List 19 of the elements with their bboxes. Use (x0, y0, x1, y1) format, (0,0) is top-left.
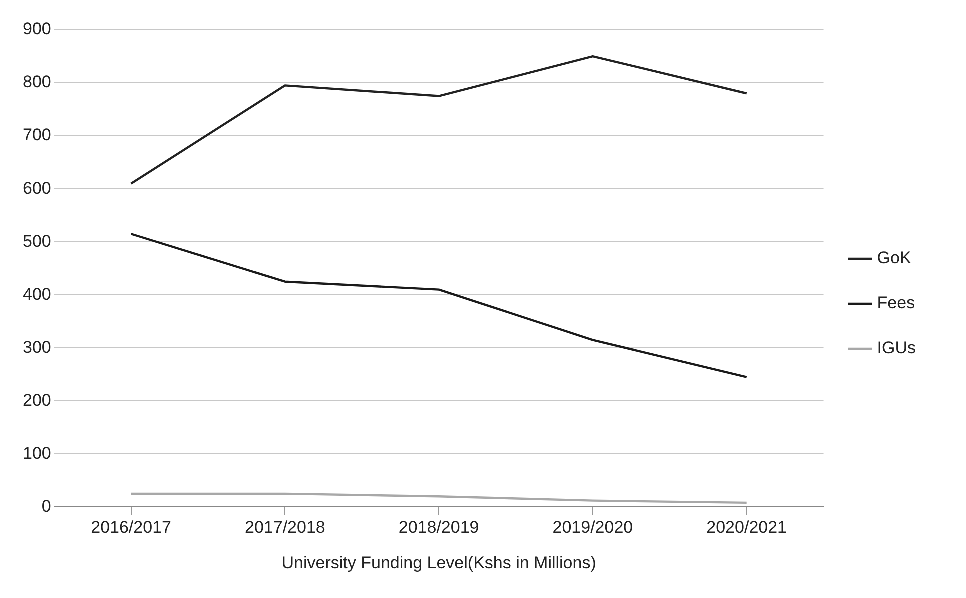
y-tick-label: 400 (22, 284, 52, 304)
x-tick-label: 2017/2018 (245, 518, 326, 538)
y-tick-label: 500 (22, 232, 52, 251)
legend-label: GoK (877, 248, 912, 268)
legend-label: IGUs (877, 338, 916, 358)
x-tick-label: 2018/2019 (398, 518, 480, 538)
x-axis-title: University Funding Level(Kshs in Millions) (282, 553, 596, 572)
y-tick-label: 700 (22, 126, 52, 145)
x-tick-label: 2016/2017 (91, 518, 172, 538)
y-tick-label: 300 (22, 338, 52, 357)
y-tick-label: 200 (22, 390, 52, 410)
legend-label: Fees (877, 294, 916, 313)
y-tick-label: 600 (22, 178, 52, 198)
x-tick-label: 2020/2021 (706, 518, 788, 538)
y-tick-label: 100 (22, 444, 52, 463)
y-tick-label: 0 (42, 496, 52, 516)
x-tick-label: 2019/2020 (552, 518, 634, 538)
y-tick-label: 800 (22, 72, 52, 92)
y-tick-label: 900 (22, 20, 52, 39)
